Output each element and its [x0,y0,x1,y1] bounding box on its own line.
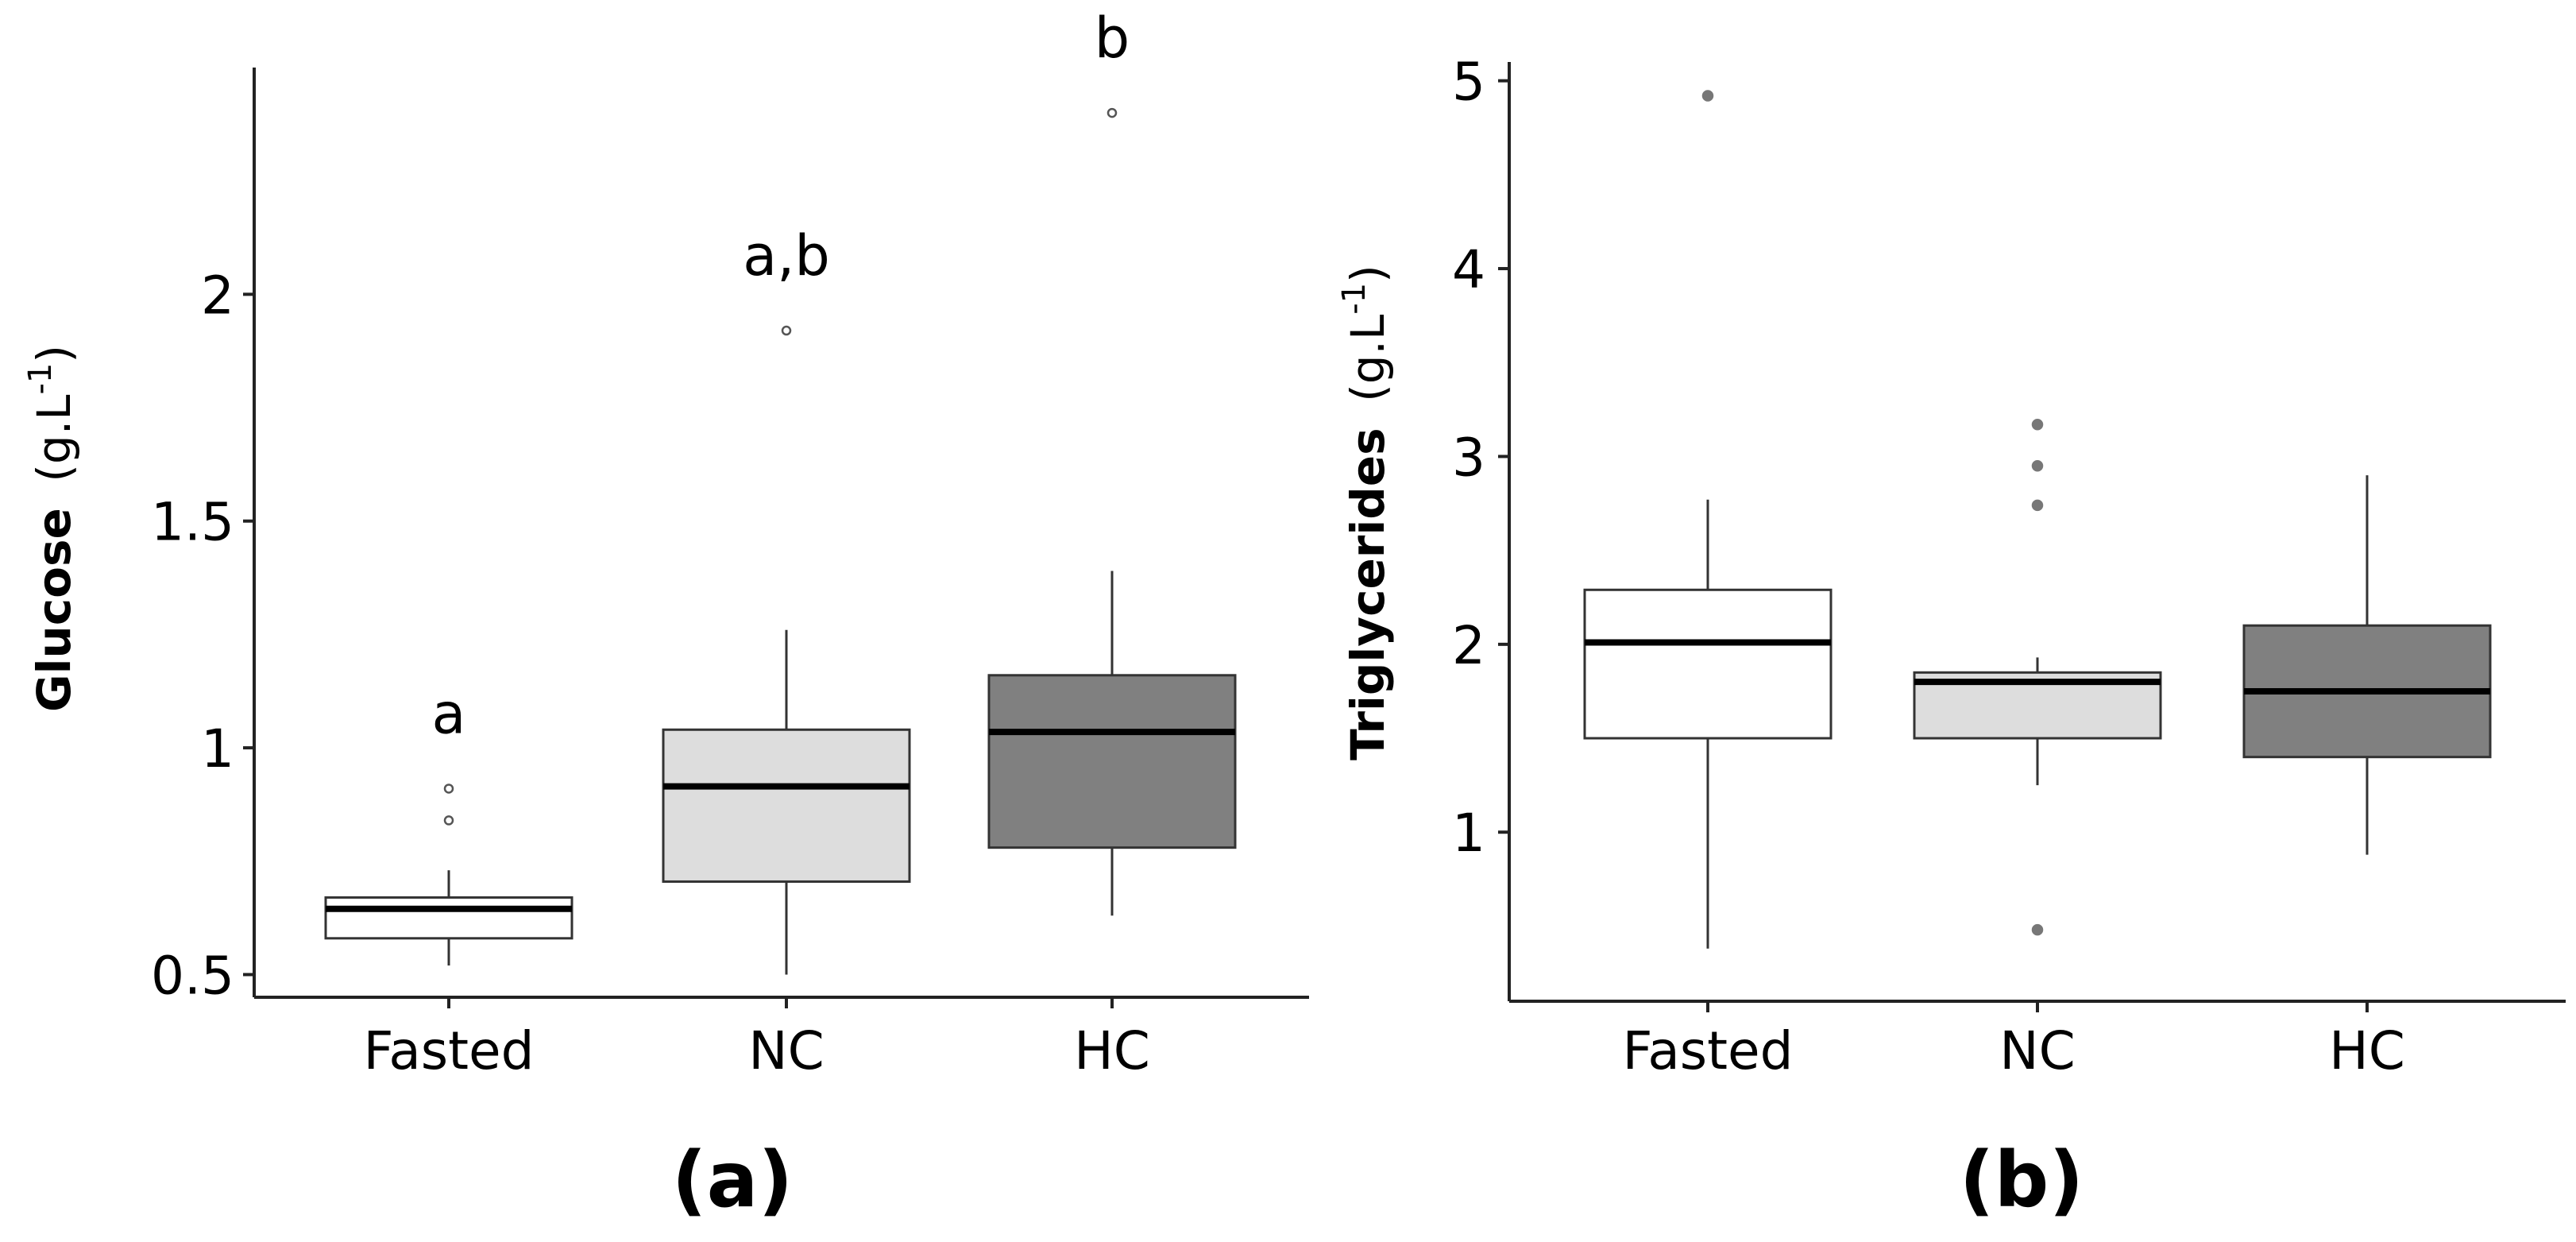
glucose-y-axis-label: Glucose (g.L-1) [22,345,81,712]
glucose-box-fasted: a [324,681,574,966]
glucose-y-label-name: Glucose [27,508,81,712]
glucose-x-tick-label-hc: HC [1074,1020,1150,1081]
glucose-outlier-fasted-2 [443,784,454,794]
panel-label-b: (b) [1960,1136,2084,1225]
triglycerides-outlier-nc-2 [2031,499,2044,512]
triglycerides-x-tick-label-nc: NC [1999,1020,2075,1081]
triglycerides-y-tick-label-5: 5 [1452,52,1485,113]
glucose-iqr-box-nc [662,728,911,883]
glucose-x-tick-labels: Fasted NC HC [363,997,1150,1081]
triglycerides-boxes [1583,90,2492,949]
triglycerides-x-tick-labels: Fasted NC HC [1622,1001,2405,1081]
glucose-significance-hc: b [1095,6,1130,71]
triglycerides-y-tick-label-3: 3 [1452,427,1485,488]
triglycerides-y-label-close: ) [1341,265,1395,283]
triglycerides-x-tick-label-fasted: Fasted [1622,1020,1793,1081]
glucose-y-label-unit: (g.L [27,395,81,482]
triglycerides-box-fasted [1583,90,1833,949]
glucose-x-tick-label-nc: NC [748,1020,824,1081]
triglycerides-outlier-fasted-1 [1701,90,1714,102]
glucose-iqr-box-fasted [324,896,574,940]
triglycerides-y-axis-label: Triglycerides (g.L-1) [1336,265,1395,760]
triglycerides-y-tick-label-1: 1 [1452,803,1485,864]
triglycerides-box-hc [2242,475,2492,855]
glucose-box-nc: a,b [662,223,911,975]
triglycerides-y-ticks: 1 2 3 4 5 [1452,52,1509,864]
glucose-iqr-box-hc [987,674,1237,849]
glucose-y-tick-label-1: 1 [201,718,234,780]
glucose-y-label-close: ) [27,345,81,363]
glucose-y-label-exponent: -1 [22,363,59,395]
triglycerides-y-tick-label-2: 2 [1452,615,1485,676]
glucose-box-hc: b [987,6,1237,916]
panel-label-a: (a) [672,1136,794,1225]
triglycerides-y-label-exponent: -1 [1336,283,1373,315]
triglycerides-panel: 1 2 3 4 5 Fasted NC HC Triglycerides (g.L-1) (… [1336,52,2566,1225]
glucose-x-tick-label-fasted: Fasted [363,1020,534,1081]
glucose-outlier-hc-1 [1106,107,1118,118]
glucose-y-tick-label-2: 2 [201,265,234,326]
triglycerides-y-tick-label-4: 4 [1452,239,1485,300]
glucose-outlier-nc-1 [781,325,792,336]
glucose-significance-fasted: a [432,681,466,746]
glucose-y-tick-label-1-5: 1.5 [151,492,234,553]
triglycerides-iqr-box-fasted [1583,588,1833,740]
triglycerides-x-tick-label-hc: HC [2329,1020,2405,1081]
triglycerides-y-label-name: Triglycerides [1341,428,1395,760]
triglycerides-outlier-nc-3 [2031,460,2044,472]
triglycerides-box-nc [1913,419,2162,936]
glucose-y-ticks: 0.5 1 1.5 2 [151,265,254,1006]
glucose-y-tick-label-0-5: 0.5 [151,945,234,1006]
glucose-boxes: a a,b b [324,6,1237,975]
glucose-outlier-fasted-1 [443,815,454,826]
triglycerides-y-label-unit: (g.L [1341,315,1395,402]
triglycerides-outlier-nc-4 [2031,419,2044,431]
triglycerides-outlier-nc-1 [2031,923,2044,936]
glucose-significance-nc: a,b [743,223,830,288]
glucose-panel: 0.5 1 1.5 2 a a,b b Fasted NC HC Glucose (g.L-1… [22,6,1309,1225]
